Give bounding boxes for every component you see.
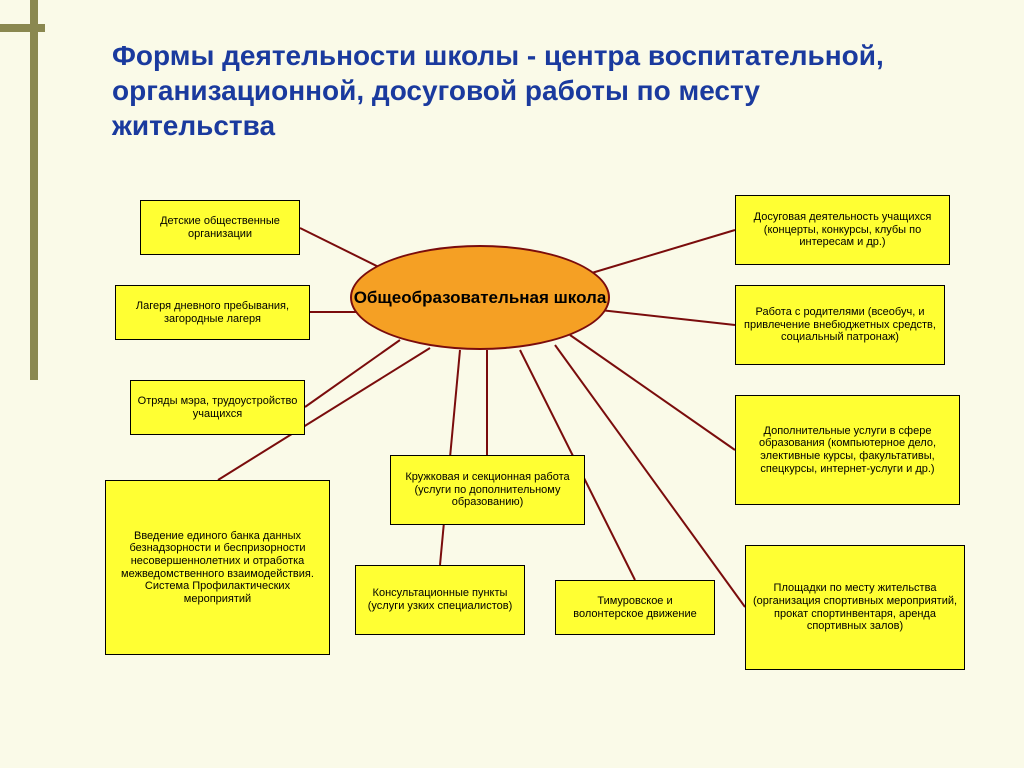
- center-node: Общеобразовательная школа: [350, 245, 610, 350]
- diagram-box: Детские общественные организации: [140, 200, 300, 255]
- accent-horizontal: [0, 24, 45, 32]
- page-title: Формы деятельности школы - центра воспит…: [112, 38, 912, 143]
- diagram-box: Введение единого банка данных безнадзорн…: [105, 480, 330, 655]
- diagram-box: Отряды мэра, трудоустройство учащихся: [130, 380, 305, 435]
- diagram-box: Лагеря дневного пребывания, загородные л…: [115, 285, 310, 340]
- accent-vertical: [30, 0, 38, 380]
- diagram-box: Кружковая и секционная работа (услуги по…: [390, 455, 585, 525]
- diagram-box: Консультационные пункты (услуги узких сп…: [355, 565, 525, 635]
- diagram-box: Работа с родителями (всеобуч, и привлече…: [735, 285, 945, 365]
- diagram-box: Дополнительные услуги в сфере образовани…: [735, 395, 960, 505]
- diagram-box: Досуговая деятельность учащихся (концерт…: [735, 195, 950, 265]
- diagram-box: Тимуровское и волонтерское движение: [555, 580, 715, 635]
- diagram-box: Площадки по месту жительства (организаци…: [745, 545, 965, 670]
- center-node-label: Общеобразовательная школа: [354, 288, 607, 308]
